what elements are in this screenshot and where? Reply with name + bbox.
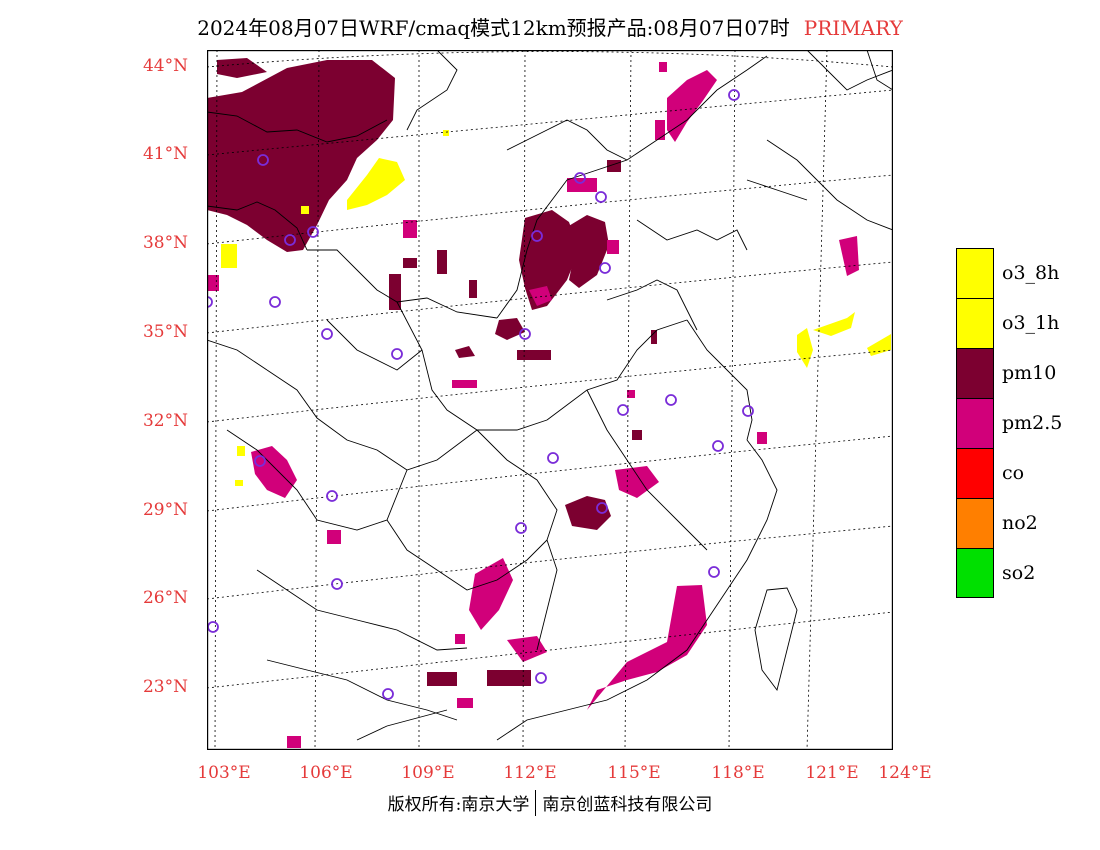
lat-label-38n: 38°N — [142, 233, 188, 253]
lon-label-124e: 124°E — [878, 763, 932, 783]
legend-label: no2 — [1002, 512, 1038, 534]
stations — [207, 89, 754, 700]
legend-label: pm10 — [1002, 362, 1057, 384]
lon-label-106e: 106°E — [299, 763, 353, 783]
lat-label-35n: 35°N — [142, 322, 188, 342]
legend-label: co — [1002, 462, 1025, 484]
legend-label: o3_8h — [1002, 262, 1060, 284]
pm10-field — [207, 58, 685, 686]
copyright-right: 南京创蓝科技有限公司 — [542, 795, 713, 815]
legend-swatch — [956, 498, 994, 548]
legend-label: pm2.5 — [1002, 412, 1063, 434]
boundaries — [207, 50, 893, 741]
lon-label-109e: 109°E — [401, 763, 455, 783]
map-canvas — [207, 50, 893, 750]
legend-swatch — [956, 348, 994, 398]
graticule — [207, 50, 893, 750]
forecast-map[interactable] — [207, 50, 893, 750]
pm25-field — [207, 62, 859, 748]
lon-label-121e: 121°E — [805, 763, 859, 783]
legend-swatch — [956, 548, 994, 598]
lat-label-44n: 44°N — [142, 56, 188, 76]
lon-label-103e: 103°E — [197, 763, 251, 783]
lon-label-118e: 118°E — [711, 763, 765, 783]
lat-label-41n: 41°N — [142, 144, 188, 164]
lat-label-23n: 23°N — [142, 677, 188, 697]
legend-swatch — [956, 298, 994, 348]
title-primary-tag: PRIMARY — [803, 16, 903, 40]
map-frame — [207, 50, 893, 750]
legend-label: so2 — [1002, 562, 1036, 584]
lon-label-112e: 112°E — [503, 763, 557, 783]
copyright-left: 版权所有:南京大学 — [387, 795, 530, 815]
title-text: 2024年08月07日WRF/cmaq模式12km预报产品:08月07日07时 — [197, 16, 790, 40]
lat-label-32n: 32°N — [142, 411, 188, 431]
legend-swatch — [956, 448, 994, 498]
copyright-separator — [535, 790, 537, 816]
lat-label-26n: 26°N — [142, 588, 188, 608]
copyright: 版权所有:南京大学 南京创蓝科技有限公司 — [0, 790, 1100, 816]
legend-label: o3_1h — [1002, 312, 1060, 334]
lon-label-115e: 115°E — [607, 763, 661, 783]
legend-swatch — [956, 248, 994, 298]
legend-swatch — [956, 398, 994, 448]
lat-label-29n: 29°N — [142, 500, 188, 520]
map-title: 2024年08月07日WRF/cmaq模式12km预报产品:08月07日07时 P… — [0, 12, 1100, 41]
